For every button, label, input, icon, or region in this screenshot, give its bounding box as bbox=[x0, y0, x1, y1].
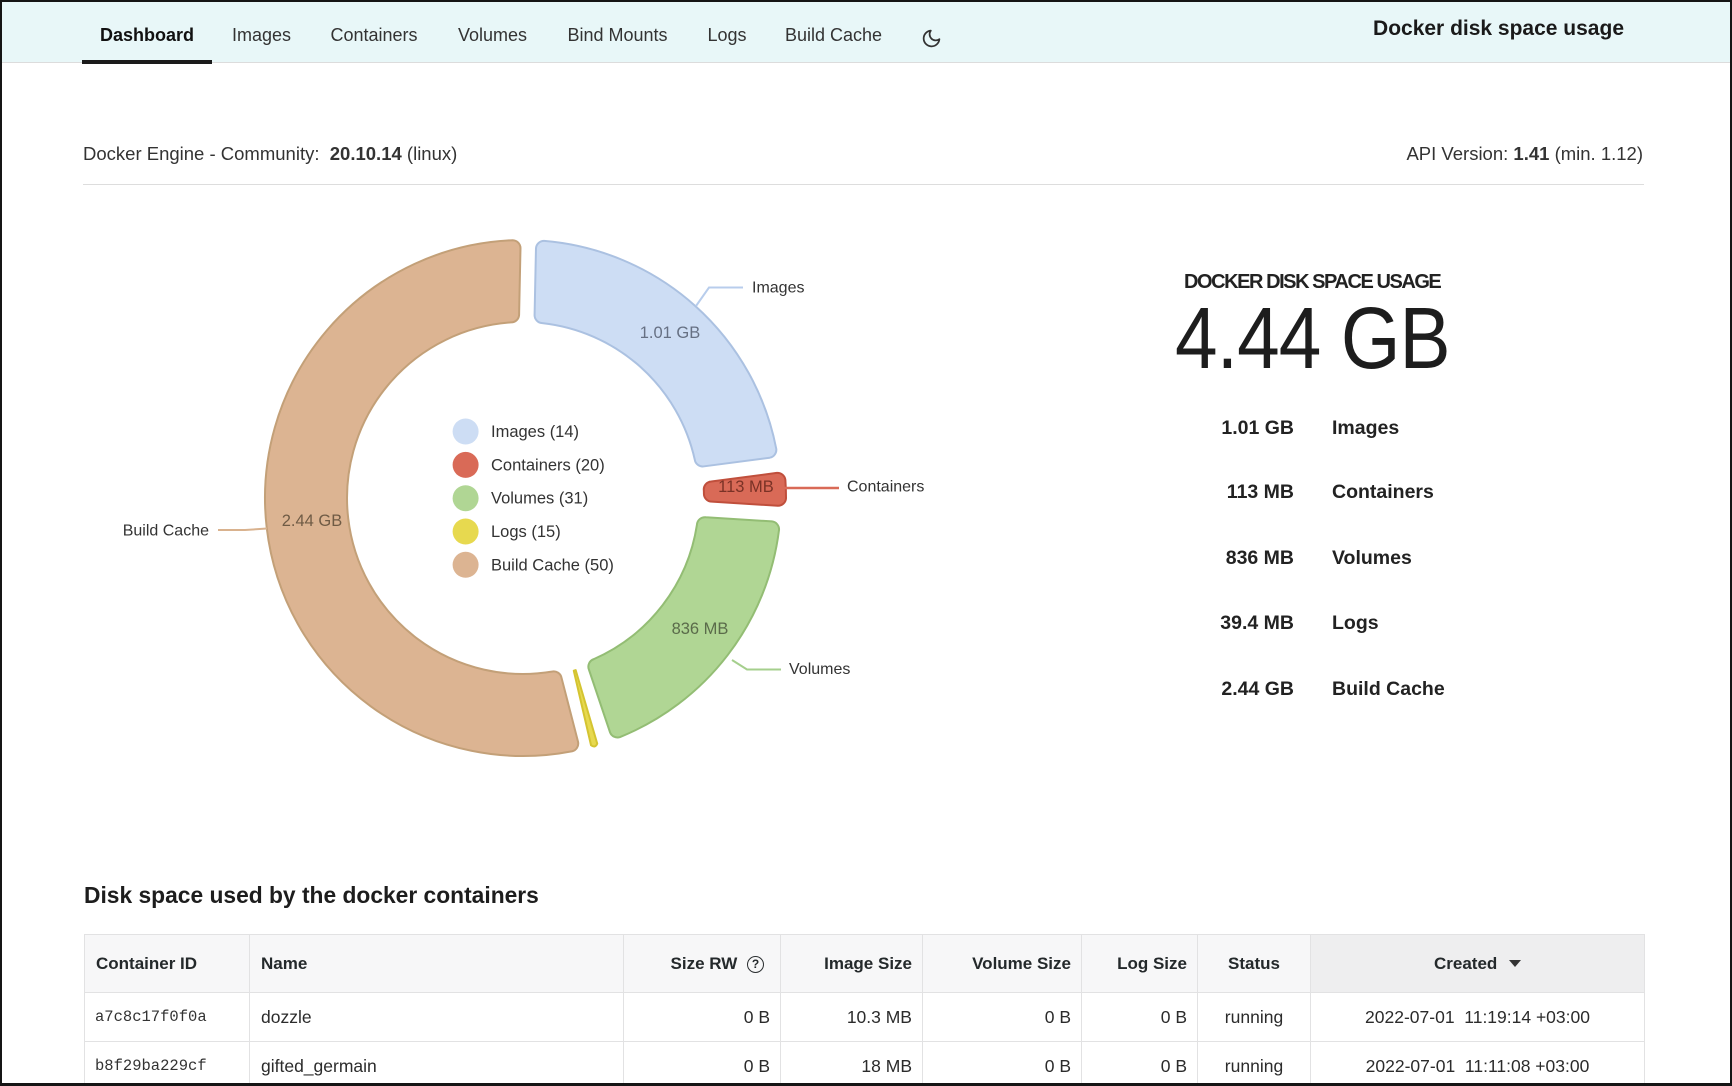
svg-text:Images: Images bbox=[752, 280, 804, 297]
svg-text:Volumes (31): Volumes (31) bbox=[491, 490, 588, 508]
svg-text:Build Cache: Build Cache bbox=[123, 523, 209, 540]
svg-text:Containers: Containers bbox=[847, 479, 924, 496]
svg-text:Images (14): Images (14) bbox=[491, 423, 579, 441]
svg-text:Volumes: Volumes bbox=[789, 661, 850, 678]
svg-text:1.01 GB: 1.01 GB bbox=[640, 324, 701, 342]
svg-text:836 MB: 836 MB bbox=[672, 620, 729, 638]
svg-text:Containers (20): Containers (20) bbox=[491, 456, 605, 474]
svg-text:Logs (15): Logs (15) bbox=[491, 523, 561, 541]
svg-text:113 MB: 113 MB bbox=[718, 478, 774, 496]
svg-text:Build Cache (50): Build Cache (50) bbox=[491, 556, 614, 574]
svg-text:2.44 GB: 2.44 GB bbox=[282, 512, 343, 530]
